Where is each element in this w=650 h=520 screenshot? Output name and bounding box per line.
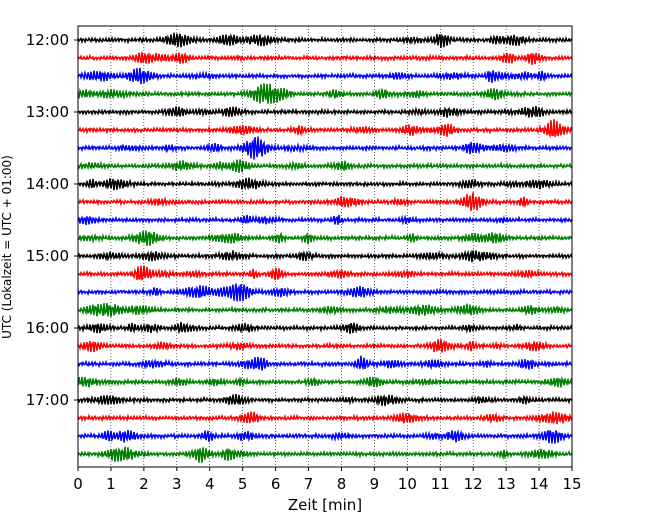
seismic-trace bbox=[77, 249, 573, 263]
x-axis-label: Zeit [min] bbox=[288, 496, 362, 514]
seismic-trace bbox=[77, 32, 573, 48]
seismic-trace bbox=[77, 283, 573, 302]
seismic-trace bbox=[77, 375, 573, 388]
x-tick-label: 3 bbox=[172, 475, 182, 493]
y-tick-label: 13:00 bbox=[26, 103, 69, 121]
seismic-trace bbox=[77, 136, 573, 160]
seismic-trace bbox=[77, 355, 573, 371]
seismic-trace bbox=[77, 322, 573, 335]
seismic-trace bbox=[77, 83, 573, 104]
x-tick-label: 12 bbox=[464, 475, 483, 493]
x-axis-ticks: 0 1 2 3 4 5 6 7 8 9 10 11 12 13 14 15 bbox=[73, 467, 582, 493]
x-tick-label: 11 bbox=[431, 475, 450, 493]
seismic-trace bbox=[77, 119, 573, 139]
y-tick-label: 14:00 bbox=[26, 175, 69, 193]
seismic-trace bbox=[77, 105, 573, 118]
seismic-trace bbox=[77, 177, 573, 191]
seismic-trace bbox=[77, 394, 573, 407]
x-tick-label: 2 bbox=[139, 475, 149, 493]
seismic-trace bbox=[77, 192, 573, 212]
seismic-trace bbox=[77, 230, 573, 246]
x-tick-label: 15 bbox=[562, 475, 581, 493]
x-tick-label: 6 bbox=[271, 475, 281, 493]
seismic-trace bbox=[77, 339, 573, 353]
x-tick-label: 7 bbox=[304, 475, 314, 493]
x-tick-label: 5 bbox=[238, 475, 248, 493]
y-tick-label: 16:00 bbox=[26, 319, 69, 337]
seismic-trace bbox=[77, 51, 573, 66]
seismic-trace bbox=[77, 67, 573, 85]
seismic-trace bbox=[77, 159, 573, 173]
plot-frame bbox=[77, 25, 573, 468]
x-tick-label: 10 bbox=[398, 475, 417, 493]
seismic-trace bbox=[77, 446, 573, 463]
x-tick-label: 9 bbox=[370, 475, 380, 493]
x-tick-label: 14 bbox=[530, 475, 549, 493]
x-tick-label: 4 bbox=[205, 475, 215, 493]
y-tick-label: 17:00 bbox=[26, 391, 69, 409]
x-tick-label: 0 bbox=[73, 475, 83, 493]
y-axis-label: UTC (Lokalzeit = UTC + 01:00) bbox=[0, 155, 14, 339]
seismic-trace bbox=[77, 265, 573, 281]
seismic-trace bbox=[77, 411, 573, 425]
seismic-trace bbox=[77, 429, 573, 444]
y-tick-label: 15:00 bbox=[26, 247, 69, 265]
y-axis-ticks: 12:00 13:00 14:00 15:00 16:00 17:00 bbox=[26, 31, 78, 409]
x-tick-label: 8 bbox=[337, 475, 347, 493]
seismic-trace bbox=[77, 303, 573, 317]
x-tick-label: 13 bbox=[497, 475, 516, 493]
seismic-trace bbox=[77, 214, 573, 226]
seismic-traces bbox=[77, 32, 573, 463]
x-tick-label: 1 bbox=[106, 475, 116, 493]
y-tick-label: 12:00 bbox=[26, 31, 69, 49]
